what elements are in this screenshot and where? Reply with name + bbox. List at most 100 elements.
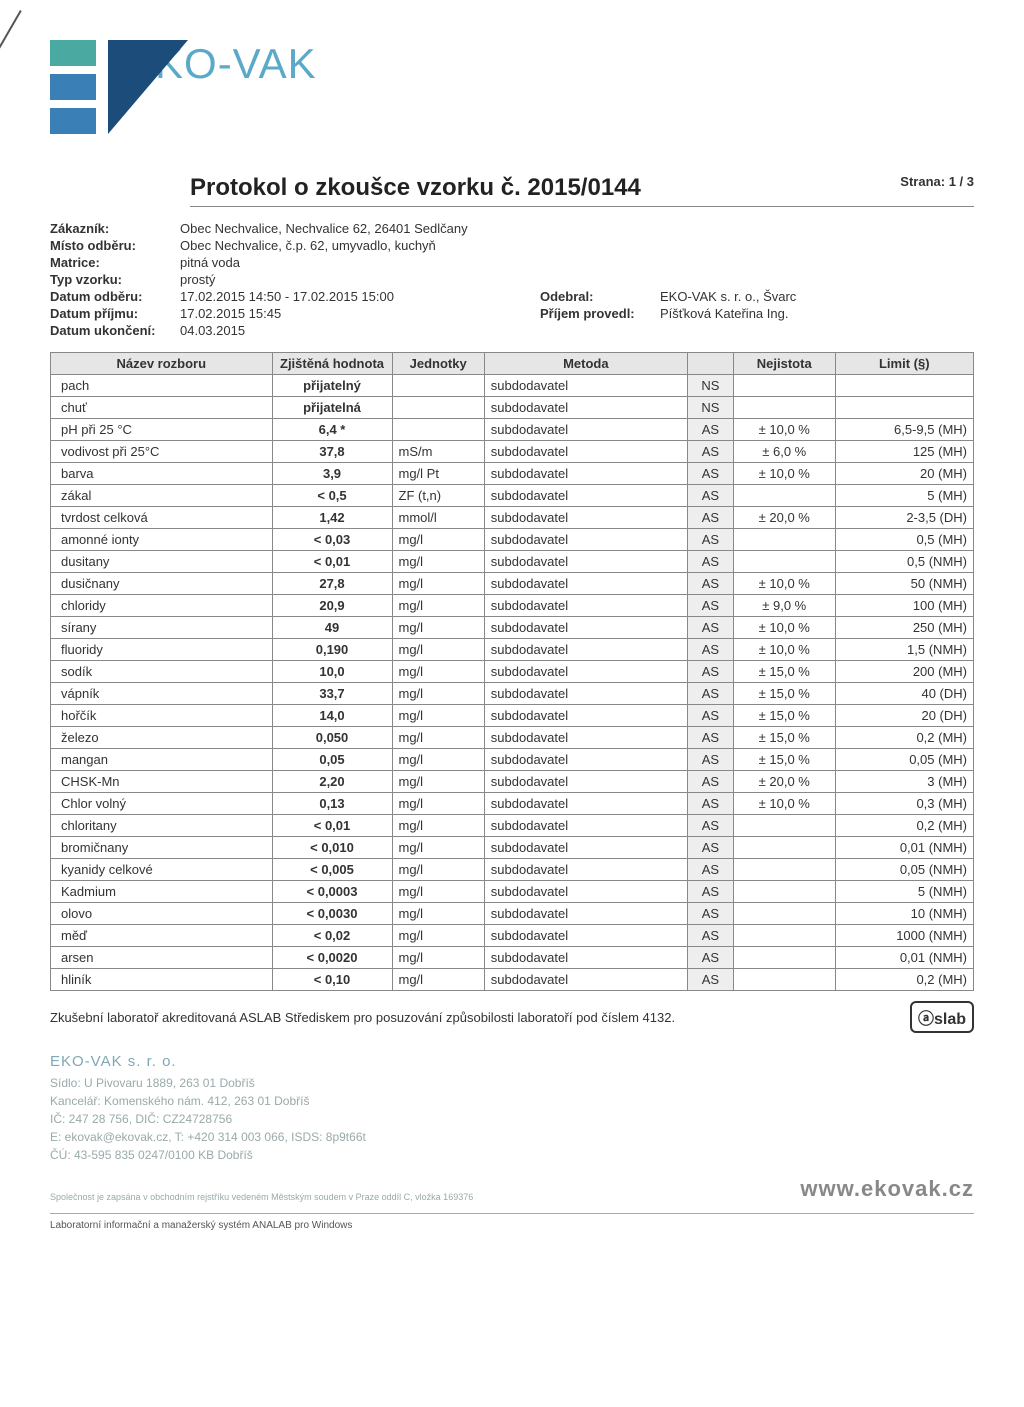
cell-uncert: ± 20,0 %	[733, 771, 835, 793]
table-row: hořčík14,0mg/lsubdodavatelAS± 15,0 %20 (…	[51, 705, 974, 727]
cell-value: 37,8	[272, 441, 392, 463]
cell-unit: mg/l	[392, 573, 484, 595]
cell-name: sodík	[51, 661, 273, 683]
cell-method: subdodavatel	[484, 463, 687, 485]
cell-code: AS	[687, 529, 733, 551]
aslab-badge: ⓐslab	[910, 1001, 974, 1033]
sampled-by-value: EKO-VAK s. r. o., Švarc	[660, 289, 974, 304]
table-row: Chlor volný0,13mg/lsubdodavatelAS± 10,0 …	[51, 793, 974, 815]
cell-method: subdodavatel	[484, 375, 687, 397]
header-logo-row: EKO-VAK	[50, 40, 974, 134]
cell-code: AS	[687, 727, 733, 749]
table-row: dusičnany27,8mg/lsubdodavatelAS± 10,0 %5…	[51, 573, 974, 595]
cell-unit: mg/l	[392, 749, 484, 771]
cell-name: pach	[51, 375, 273, 397]
footer-url: www.ekovak.cz	[800, 1172, 974, 1205]
col-uncert: Nejistota	[733, 353, 835, 375]
cell-method: subdodavatel	[484, 485, 687, 507]
cell-uncert	[733, 859, 835, 881]
table-row: vápník33,7mg/lsubdodavatelAS± 15,0 %40 (…	[51, 683, 974, 705]
col-value: Zjištěná hodnota	[272, 353, 392, 375]
table-row: zákal< 0,5ZF (t,n)subdodavatelAS5 (MH)	[51, 485, 974, 507]
cell-uncert: ± 6,0 %	[733, 441, 835, 463]
cell-uncert: ± 15,0 %	[733, 683, 835, 705]
cell-method: subdodavatel	[484, 507, 687, 529]
table-row: chloritany< 0,01mg/lsubdodavatelAS0,2 (M…	[51, 815, 974, 837]
logo-square	[50, 74, 96, 100]
cell-code: AS	[687, 595, 733, 617]
cell-value: přijatelná	[272, 397, 392, 419]
page-label: Strana:	[900, 174, 945, 189]
cell-uncert: ± 10,0 %	[733, 639, 835, 661]
cell-uncert	[733, 815, 835, 837]
sample-type-label: Typ vzorku:	[50, 272, 180, 287]
table-row: tvrdost celková1,42mmol/lsubdodavatelAS±…	[51, 507, 974, 529]
cell-code: AS	[687, 793, 733, 815]
cell-value: 33,7	[272, 683, 392, 705]
cell-name: olovo	[51, 903, 273, 925]
cell-name: zákal	[51, 485, 273, 507]
cell-name: sírany	[51, 617, 273, 639]
cell-method: subdodavatel	[484, 771, 687, 793]
cell-limit: 200 (MH)	[835, 661, 974, 683]
cell-unit: mg/l	[392, 639, 484, 661]
cell-value: 20,9	[272, 595, 392, 617]
cell-name: vápník	[51, 683, 273, 705]
cell-uncert	[733, 837, 835, 859]
cell-limit: 125 (MH)	[835, 441, 974, 463]
cell-uncert: ± 9,0 %	[733, 595, 835, 617]
logo-graphic	[50, 40, 96, 134]
customer-label: Zákazník:	[50, 221, 180, 236]
cell-code: AS	[687, 463, 733, 485]
table-row: železo0,050mg/lsubdodavatelAS± 15,0 %0,2…	[51, 727, 974, 749]
cell-value: < 0,0030	[272, 903, 392, 925]
cell-unit: mg/l	[392, 771, 484, 793]
cell-method: subdodavatel	[484, 683, 687, 705]
cell-unit: mg/l	[392, 661, 484, 683]
cell-uncert: ± 15,0 %	[733, 749, 835, 771]
table-row: chloridy20,9mg/lsubdodavatelAS± 9,0 %100…	[51, 595, 974, 617]
cell-limit: 250 (MH)	[835, 617, 974, 639]
cell-value: < 0,01	[272, 815, 392, 837]
results-table: Název rozboru Zjištěná hodnota Jednotky …	[50, 352, 974, 991]
cell-value: 6,4 *	[272, 419, 392, 441]
table-row: barva3,9mg/l PtsubdodavatelAS± 10,0 %20 …	[51, 463, 974, 485]
cell-limit	[835, 397, 974, 419]
cell-value: 0,050	[272, 727, 392, 749]
cell-code: AS	[687, 661, 733, 683]
table-row: pachpřijatelnýsubdodavatelNS	[51, 375, 974, 397]
cell-value: 2,20	[272, 771, 392, 793]
cell-name: dusitany	[51, 551, 273, 573]
cell-unit: mg/l	[392, 859, 484, 881]
cell-uncert: ± 15,0 %	[733, 705, 835, 727]
logo-square	[50, 40, 96, 66]
table-row: CHSK-Mn2,20mg/lsubdodavatelAS± 20,0 %3 (…	[51, 771, 974, 793]
cell-value: 49	[272, 617, 392, 639]
footer-line: ČÚ: 43-595 835 0247/0100 KB Dobříš	[50, 1146, 974, 1164]
cell-name: chloridy	[51, 595, 273, 617]
page-number: Strana: 1 / 3	[900, 174, 974, 189]
cell-method: subdodavatel	[484, 419, 687, 441]
receipt-date-value: 17.02.2015 15:45	[180, 306, 540, 321]
cell-code: NS	[687, 397, 733, 419]
cell-name: pH při 25 °C	[51, 419, 273, 441]
cell-value: < 0,01	[272, 551, 392, 573]
cell-limit: 0,3 (MH)	[835, 793, 974, 815]
footer-company: EKO-VAK s. r. o.	[50, 1051, 974, 1074]
cell-limit: 6,5-9,5 (MH)	[835, 419, 974, 441]
cell-name: CHSK-Mn	[51, 771, 273, 793]
table-row: chuťpřijatelnásubdodavatelNS	[51, 397, 974, 419]
table-row: bromičnany< 0,010mg/lsubdodavatelAS0,01 …	[51, 837, 974, 859]
table-row: sírany49mg/lsubdodavatelAS± 10,0 %250 (M…	[51, 617, 974, 639]
sampled-by-label: Odebral:	[540, 289, 660, 304]
cell-unit: mg/l	[392, 705, 484, 727]
cell-unit: mg/l	[392, 727, 484, 749]
cell-limit: 0,05 (NMH)	[835, 859, 974, 881]
cell-limit: 5 (NMH)	[835, 881, 974, 903]
cell-uncert: ± 10,0 %	[733, 463, 835, 485]
table-row: amonné ionty< 0,03mg/lsubdodavatelAS0,5 …	[51, 529, 974, 551]
cell-code: AS	[687, 485, 733, 507]
cell-limit: 1,5 (NMH)	[835, 639, 974, 661]
cell-unit: mg/l	[392, 529, 484, 551]
cell-value: < 0,010	[272, 837, 392, 859]
